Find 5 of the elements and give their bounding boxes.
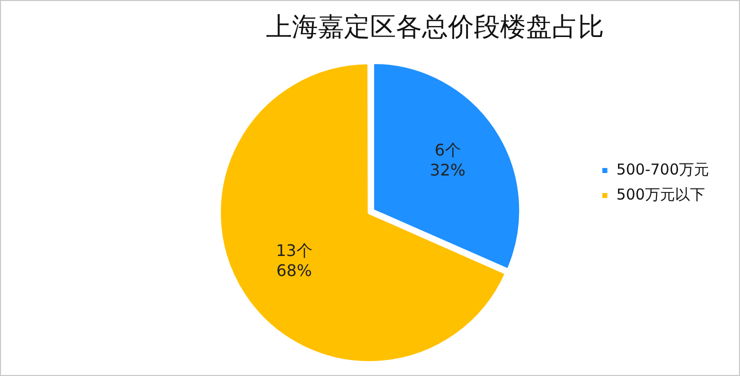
chart-title: 上海嘉定区各总价段楼盘占比	[266, 12, 604, 42]
legend-label: 500-700万元	[616, 160, 710, 178]
data-label: 13个 68%	[276, 240, 312, 280]
legend-label: 500万元以下	[616, 185, 705, 204]
data-label: 6个 32%	[430, 140, 466, 180]
